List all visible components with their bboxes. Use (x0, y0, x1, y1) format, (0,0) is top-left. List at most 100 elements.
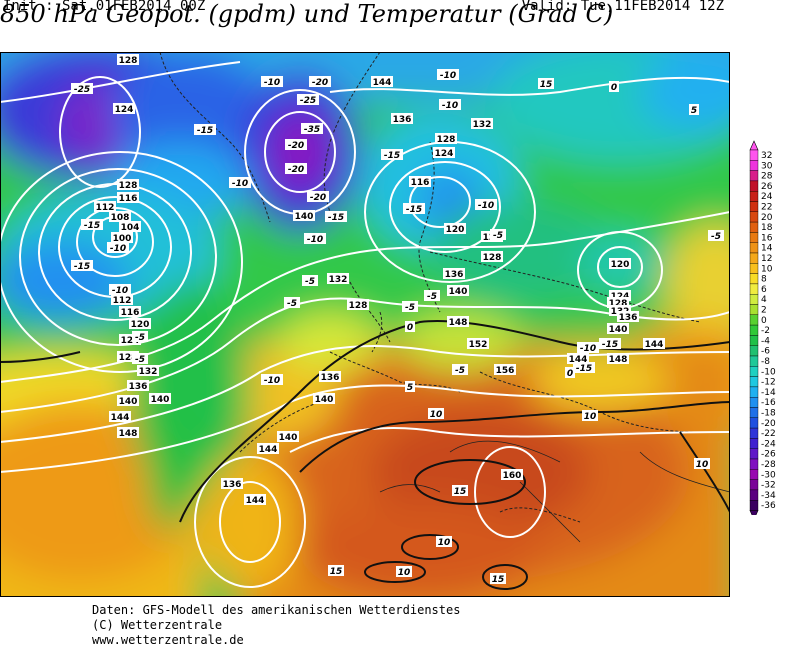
temperature-label: -10 (110, 244, 126, 254)
legend-label: -10 (761, 367, 776, 377)
legend-swatch (749, 345, 759, 357)
temperature-label: -15 (602, 340, 618, 350)
legend-label: 24 (761, 192, 773, 202)
valid-time: Valid: Tue,11FEB2014 12Z (521, 0, 724, 14)
geopotential-label: 144 (246, 496, 265, 506)
geopotential-label: 128 (349, 301, 368, 311)
geopotential-label: 128 (437, 135, 456, 145)
legend-label: -14 (761, 388, 776, 398)
legend-label: -12 (761, 378, 776, 388)
legend-swatch (749, 242, 759, 254)
geopotential-label: 140 (295, 212, 314, 222)
legend-swatch (749, 314, 759, 326)
geopotential-label: 152 (469, 340, 488, 350)
legend-swatch (749, 263, 759, 274)
geopotential-label: 132 (139, 367, 158, 377)
temperature-label: -5 (455, 366, 465, 376)
temperature-label: -10 (440, 71, 456, 81)
temperature-label: -10 (232, 179, 248, 189)
legend-swatch (749, 304, 759, 316)
geopotential-label: 148 (449, 318, 468, 328)
geopotential-label: 136 (393, 115, 412, 125)
legend-swatch (749, 489, 759, 501)
legend-swatch (749, 170, 759, 182)
temperature-label: -15 (328, 213, 344, 223)
temperature-label: -5 (493, 231, 503, 241)
map-title: 850 hPa Geopot. (gpdm) und Temperatur (G… (0, 0, 614, 28)
legend-swatch (749, 252, 759, 264)
geopotential-label: 144 (569, 355, 588, 365)
geopotential-label: 104 (121, 223, 140, 233)
geopotential-label: 128 (609, 299, 628, 309)
temperature-label: -25 (300, 96, 316, 106)
geopotential-label: 144 (259, 445, 278, 455)
geopotential-label: 100 (113, 234, 132, 244)
temperature-label: -20 (288, 141, 304, 151)
temperature-label: 15 (330, 567, 343, 577)
temperature-label: 5 (407, 383, 413, 393)
temperature-label: 15 (492, 575, 505, 585)
legend-swatch (749, 407, 759, 419)
temperature-label: -10 (442, 101, 458, 111)
temperature-label: -15 (74, 262, 90, 272)
geopotential-label: 124 (121, 336, 140, 346)
legend-label: 6 (761, 285, 767, 295)
legend-swatch (749, 191, 759, 202)
temperature-label: 10 (438, 538, 451, 548)
temperature-label: -20 (288, 165, 304, 175)
temperature-label: -15 (406, 205, 422, 215)
legend-swatch (749, 335, 759, 346)
geopotential-label: 144 (111, 413, 130, 423)
legend-label: 30 (761, 161, 773, 171)
geopotential-label: 120 (131, 320, 150, 330)
geopotential-label: 148 (609, 355, 628, 365)
temperature-label: -10 (580, 344, 596, 354)
legend-label: 18 (761, 223, 773, 233)
temperature-label: -5 (287, 299, 297, 309)
legend-label: -34 (761, 491, 776, 501)
legend-swatch (749, 469, 759, 480)
temperature-label: -35 (304, 125, 320, 135)
footer-copyright: (C) Wetterzentrale (92, 618, 223, 632)
geopotential-label: 128 (119, 181, 138, 191)
weather-map: 1281241441361281321241161201241281281161… (0, 52, 730, 597)
legend-arrow-top (749, 140, 759, 151)
legend-label: -20 (761, 419, 776, 429)
temperature-label: -10 (307, 235, 323, 245)
legend-label: -18 (761, 409, 776, 419)
legend-swatch (749, 397, 759, 408)
geopotential-label: 128 (483, 253, 502, 263)
legend-swatch (749, 366, 759, 377)
legend-label: 2 (761, 306, 767, 316)
temperature-label: -5 (405, 303, 415, 313)
geopotential-label: 136 (321, 373, 340, 383)
geopotential-label: 120 (611, 260, 630, 270)
legend-swatch (749, 438, 759, 449)
init-time: Init : Sat,01FEB2014 00Z (3, 0, 206, 14)
legend-swatch (749, 273, 759, 285)
legend-label: 12 (761, 254, 772, 264)
temperature-label: -20 (312, 78, 328, 88)
geopotential-label: 124 (435, 149, 454, 159)
legend-label: -2 (761, 326, 770, 336)
temperature-label: 0 (407, 323, 413, 333)
legend-swatch (749, 479, 759, 491)
geopotential-label: 140 (119, 397, 138, 407)
geopotential-label: 116 (119, 194, 138, 204)
legend-label: 16 (761, 233, 773, 243)
geopotential-label: 136 (445, 270, 464, 280)
temperature-label: -10 (264, 376, 280, 386)
geopotential-label: 148 (119, 429, 138, 439)
legend-label: -16 (761, 398, 776, 408)
legend-swatch (749, 160, 759, 171)
geopotential-label: 140 (315, 395, 334, 405)
legend-label: -4 (761, 336, 770, 346)
legend-label: 8 (761, 275, 767, 285)
temperature-label: 5 (691, 106, 697, 116)
temperature-label: 15 (540, 80, 553, 90)
legend-label: -28 (761, 460, 776, 470)
legend-swatch (749, 180, 759, 192)
legend-swatch (749, 293, 759, 305)
temperature-label: -10 (478, 201, 494, 211)
legend-swatch (749, 376, 759, 388)
